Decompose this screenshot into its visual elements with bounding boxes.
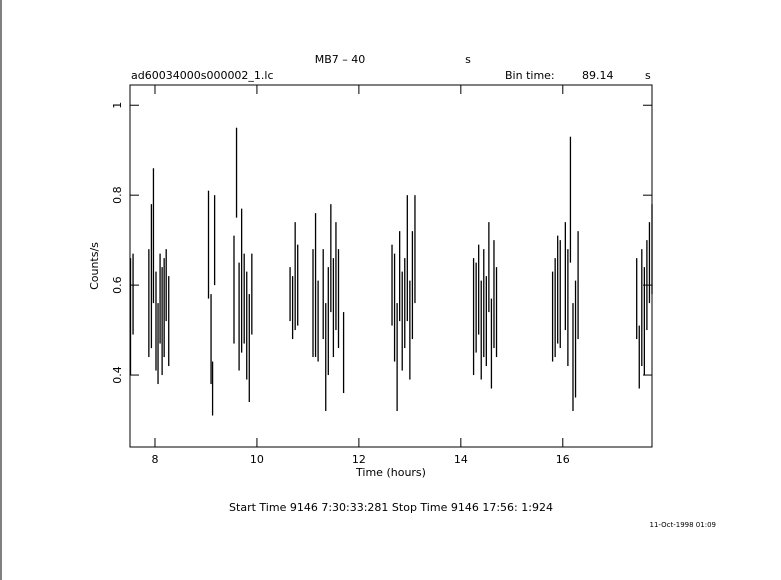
file-name: ad60034000s000002_1.lc xyxy=(131,69,274,82)
y-tick-label: 0.6 xyxy=(111,276,124,294)
bin-time-label: Bin time: xyxy=(505,69,555,82)
y-tick-label: 0.8 xyxy=(111,186,124,204)
y-axis-label: Counts/s xyxy=(88,242,101,290)
x-tick-label: 10 xyxy=(250,453,264,466)
bin-time: 89.14 xyxy=(582,69,614,82)
x-tick-label: 12 xyxy=(352,453,366,466)
x-tick-label: 8 xyxy=(151,453,158,466)
x-tick-label: 16 xyxy=(556,453,570,466)
chart-title: MB7 – 40 xyxy=(315,53,366,66)
time-range: Start Time 9146 7:30:33:281 Stop Time 91… xyxy=(229,501,553,514)
x-axis-label: Time (hours) xyxy=(355,466,426,479)
x-tick-label: 14 xyxy=(454,453,468,466)
y-tick-label: 0.4 xyxy=(111,366,124,384)
bin-time-unit: s xyxy=(645,69,651,82)
title-unit: s xyxy=(465,53,471,66)
date-stamp: 11-Oct-1998 01:09 xyxy=(650,521,716,529)
y-tick-label: 1 xyxy=(111,102,124,109)
